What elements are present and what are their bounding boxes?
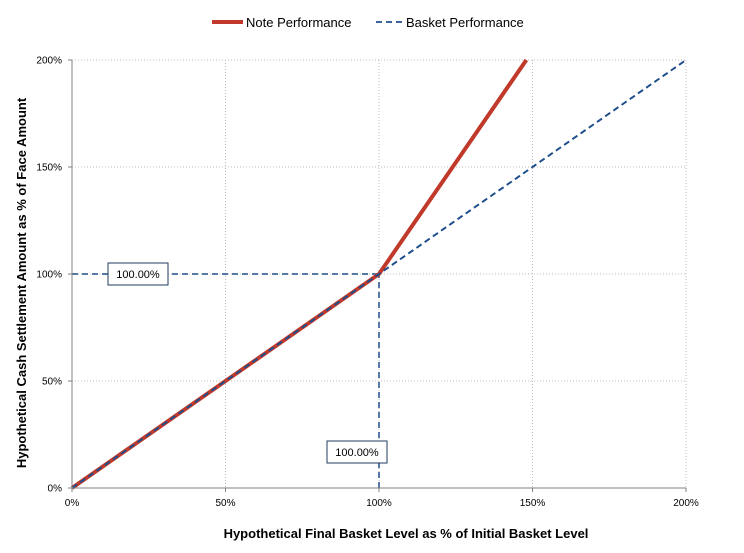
legend-item-basket-performance: Basket Performance	[376, 15, 524, 30]
callout-box	[326, 440, 388, 464]
x-tick-label: 150%	[520, 498, 546, 509]
y-tick-label: 50%	[42, 377, 62, 388]
basket-performance-line-overlay	[71, 59, 687, 489]
x-axis-title: Hypothetical Final Basket Level as % of …	[224, 526, 589, 541]
y-axis-title: Hypothetical Cash Settlement Amount as %…	[14, 97, 29, 468]
x-tick-label: 100%	[366, 498, 392, 509]
callout-box	[107, 262, 169, 286]
y-tick-label: 0%	[48, 484, 63, 495]
legend-label: Note Performance	[246, 15, 352, 30]
y-tick-label: 100%	[36, 270, 62, 281]
y-tick-label: 150%	[36, 163, 62, 174]
callout-label: 100.00%	[335, 447, 379, 459]
x-tick-label: 0%	[65, 498, 80, 509]
legend: Note Performance Basket Performance	[212, 15, 524, 30]
plot-frame	[68, 59, 687, 492]
series-lines	[70, 58, 687, 490]
x-tick-labels: 0% 50% 100% 150% 200%	[65, 498, 699, 509]
y-tick-labels: 0% 50% 100% 150% 200%	[36, 56, 62, 495]
legend-item-note-performance: Note Performance	[212, 15, 352, 30]
y-tick-label: 200%	[36, 56, 62, 67]
x-value-callout: 100.00%	[326, 440, 388, 464]
callouts: 100.00% 100.00%	[107, 262, 388, 464]
callout-label: 100.00%	[116, 269, 160, 281]
x-tick-label: 50%	[215, 498, 235, 509]
legend-label: Basket Performance	[406, 15, 524, 30]
x-tick-label: 200%	[673, 498, 699, 509]
y-value-callout: 100.00%	[107, 262, 169, 286]
